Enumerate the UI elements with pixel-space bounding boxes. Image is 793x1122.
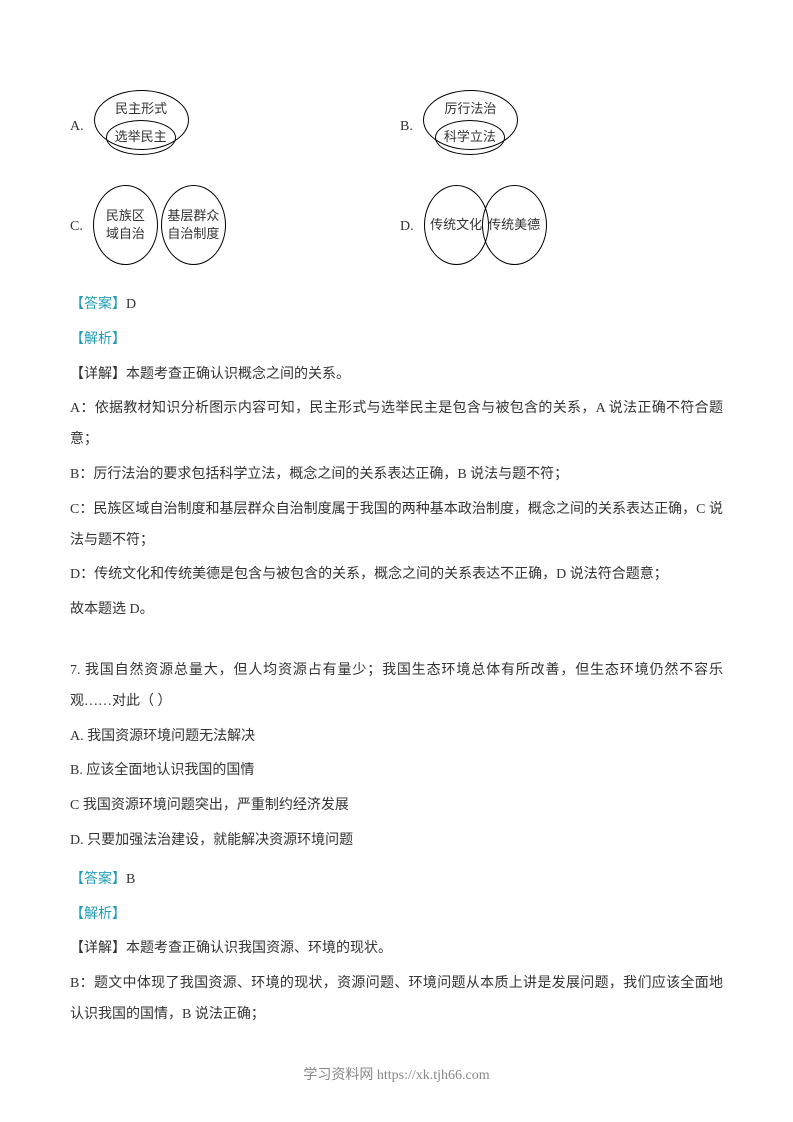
analysis-7-label: 【解析】 — [70, 900, 723, 931]
option-b: B. 厉行法治 科学立法 — [400, 90, 523, 165]
answer-6: 【答案】D — [70, 290, 723, 321]
options-row-1: A. 民主形式 选举民主 B. 厉行法治 科学立法 — [70, 90, 723, 165]
analysis-6-conclusion: 故本题选 D。 — [70, 595, 723, 626]
option-c: C. 民族区 域自治 基层群众 自治制度 — [70, 185, 400, 270]
analysis-6-c: C：民族区域自治制度和基层群众自治制度属于我国的两种基本政治制度，概念之间的关系… — [70, 495, 723, 557]
q7-choice-d: D. 只要加强法治建设，就能解决资源环境问题 — [70, 826, 723, 857]
option-b-label: B. — [400, 112, 413, 143]
option-c-label: C. — [70, 212, 83, 243]
diagram-d: 传统文化 传统美德 — [424, 185, 564, 270]
analysis-6-label: 【解析】 — [70, 325, 723, 356]
answer-7: 【答案】B — [70, 865, 723, 896]
option-a: A. 民主形式 选举民主 — [70, 90, 400, 165]
diagram-c-right: 基层群众 自治制度 — [161, 185, 226, 265]
option-d: D. 传统文化 传统美德 — [400, 185, 564, 270]
diagram-a: 民主形式 选举民主 — [94, 90, 194, 165]
diagram-c: 民族区 域自治 基层群众 自治制度 — [93, 185, 233, 270]
options-row-2: C. 民族区 域自治 基层群众 自治制度 D. 传统文化 传统美德 — [70, 185, 723, 270]
diagram-c-left: 民族区 域自治 — [93, 185, 158, 265]
analysis-7-detail: 【详解】本题考查正确认识我国资源、环境的现状。 — [70, 934, 723, 965]
answer-7-letter: B — [126, 872, 135, 887]
answer-6-prefix: 【答案】 — [70, 297, 126, 312]
q7-stem: 7. 我国自然资源总量大，但人均资源占有量少；我国生态环境总体有所改善，但生态环… — [70, 656, 723, 718]
option-d-label: D. — [400, 212, 414, 243]
diagram-b-inner: 科学立法 — [435, 120, 505, 155]
analysis-6-d: D：传统文化和传统美德是包含与被包含的关系，概念之间的关系表达不正确，D 说法符… — [70, 560, 723, 591]
analysis-7-b: B：题文中体现了我国资源、环境的现状，资源问题、环境问题从本质上讲是发展问题，我… — [70, 969, 723, 1031]
analysis-6-detail: 【详解】本题考查正确认识概念之间的关系。 — [70, 360, 723, 391]
q7-choice-a: A. 我国资源环境问题无法解决 — [70, 722, 723, 753]
diagram-d-left: 传统文化 — [424, 185, 489, 265]
answer-7-prefix: 【答案】 — [70, 872, 126, 887]
analysis-6-a: A：依据教材知识分析图示内容可知，民主形式与选举民主是包含与被包含的关系，A 说… — [70, 394, 723, 456]
option-a-label: A. — [70, 112, 84, 143]
footer-text: 学习资料网 https://xk.tjh66.com — [0, 1061, 793, 1092]
answer-6-letter: D — [126, 297, 136, 312]
diagram-d-right: 传统美德 — [482, 185, 547, 265]
diagram-a-inner: 选举民主 — [106, 120, 176, 155]
diagram-b: 厉行法治 科学立法 — [423, 90, 523, 165]
analysis-6-b: B：厉行法治的要求包括科学立法，概念之间的关系表达正确，B 说法与题不符； — [70, 460, 723, 491]
q7-choice-b: B. 应该全面地认识我国的国情 — [70, 756, 723, 787]
question-7: 7. 我国自然资源总量大，但人均资源占有量少；我国生态环境总体有所改善，但生态环… — [70, 656, 723, 857]
q7-choice-c: C 我国资源环境问题突出，严重制约经济发展 — [70, 791, 723, 822]
